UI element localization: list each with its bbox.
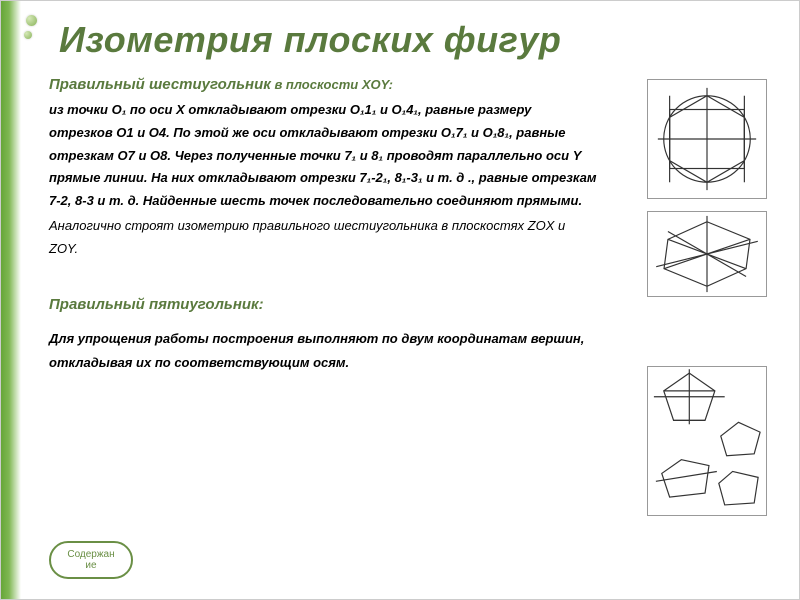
figure-pentagon xyxy=(647,366,767,516)
figure-isometric-hexagon xyxy=(647,211,767,297)
section1-body: из точки О₁ по оси Х откладывают отрезки… xyxy=(49,99,597,213)
page-title: Изометрия плоских фигур xyxy=(59,19,561,61)
section1-heading-rest: в плоскости XOY: xyxy=(271,77,393,92)
section2-body: Для упрощения работы построения выполняю… xyxy=(49,327,597,374)
section1-heading-strong: Правильный шестиугольник xyxy=(49,76,271,93)
contents-button[interactable]: Содержан ие xyxy=(49,541,133,579)
contents-button-label: Содержан ие xyxy=(67,549,114,571)
bullet-dot-icon xyxy=(24,31,32,39)
slide: Изометрия плоских фигур Правильный шести… xyxy=(0,0,800,600)
section1-addendum: Аналогично строят изометрию правильного … xyxy=(49,215,597,261)
figure-hexagon-circle xyxy=(647,79,767,199)
section1-heading: Правильный шестиугольник в плоскости XOY… xyxy=(49,76,597,93)
accent-stripe xyxy=(1,1,21,599)
section2-heading: Правильный пятиугольник: xyxy=(49,296,597,313)
bullet-dot-icon xyxy=(26,15,37,26)
content-area: Правильный шестиугольник в плоскости XOY… xyxy=(49,76,597,374)
